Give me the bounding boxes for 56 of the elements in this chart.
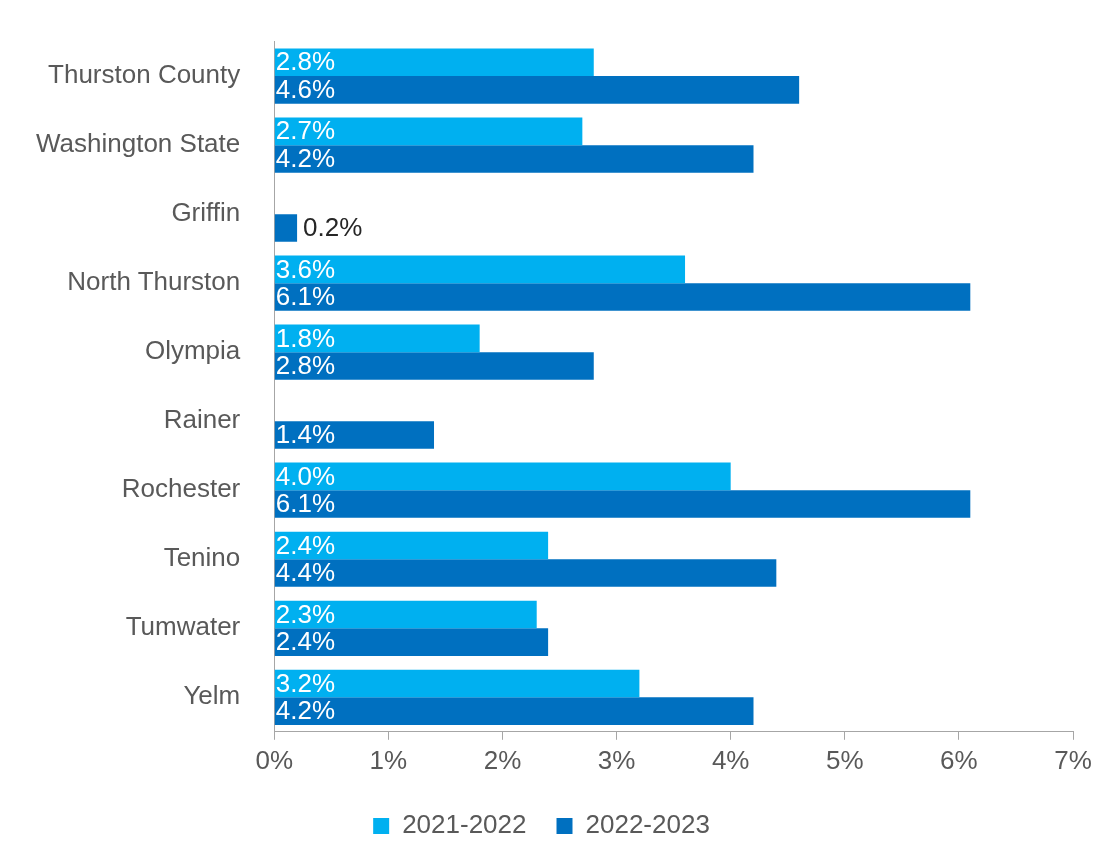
x-tick-label: 6% <box>940 744 978 775</box>
x-tick-label: 1% <box>369 744 408 775</box>
data-label: 1.4% <box>275 419 336 450</box>
bar <box>274 76 800 104</box>
y-tick-label: Rainer <box>163 404 241 435</box>
data-label: 3.2% <box>275 667 336 698</box>
y-tick-label: Olympia <box>144 335 241 366</box>
data-label: 0.2% <box>303 212 363 243</box>
x-tick-label: 3% <box>597 744 636 775</box>
y-tick-label: Griffin <box>171 197 241 228</box>
x-tick-label: 4% <box>711 744 750 775</box>
y-tick-label: Tenino <box>163 542 241 573</box>
bar <box>274 462 731 491</box>
data-label: 2.8% <box>275 46 336 77</box>
data-label: 3.6% <box>275 253 336 284</box>
x-tick-label: 2% <box>483 744 522 775</box>
bar <box>274 531 549 560</box>
data-label: 4.0% <box>275 460 336 491</box>
bar <box>274 628 549 656</box>
data-label: 1.8% <box>275 322 336 353</box>
data-label: 4.2% <box>275 143 336 174</box>
data-label: 6.1% <box>275 281 336 312</box>
x-tick-label: 0% <box>255 744 294 775</box>
bar <box>274 283 971 311</box>
legend-label: 2022-2023 <box>585 809 710 840</box>
y-tick-label: Tumwater <box>125 611 241 642</box>
y-tick-label: Washington State <box>35 128 241 159</box>
bar <box>274 490 971 518</box>
bar <box>274 214 298 242</box>
x-tick-label: 7% <box>1054 744 1092 775</box>
bar <box>274 145 754 173</box>
bar <box>274 697 754 725</box>
data-label: 2.7% <box>275 115 336 146</box>
data-label: 2.3% <box>275 598 336 629</box>
data-label: 4.4% <box>275 557 336 588</box>
y-tick-label: Yelm <box>183 680 241 711</box>
bar <box>274 255 686 284</box>
y-tick-label: Thurston County <box>48 59 241 90</box>
data-label: 4.2% <box>275 695 336 726</box>
data-label: 6.1% <box>275 488 336 519</box>
bar <box>274 421 435 449</box>
bar <box>274 324 480 353</box>
y-tick-label: North Thurston <box>67 266 241 297</box>
data-label: 2.4% <box>275 626 336 657</box>
bar <box>274 48 594 77</box>
legend-label: 2021-2022 <box>402 809 527 840</box>
x-tick-label: 5% <box>826 744 864 775</box>
bar <box>274 600 537 629</box>
data-label: 4.6% <box>275 74 336 105</box>
y-tick-label: Rochester <box>121 473 241 504</box>
bar <box>274 352 594 380</box>
bar <box>274 559 777 587</box>
bar <box>274 669 640 698</box>
data-label: 2.4% <box>275 529 336 560</box>
bar <box>274 117 583 146</box>
data-label: 2.8% <box>275 350 336 381</box>
